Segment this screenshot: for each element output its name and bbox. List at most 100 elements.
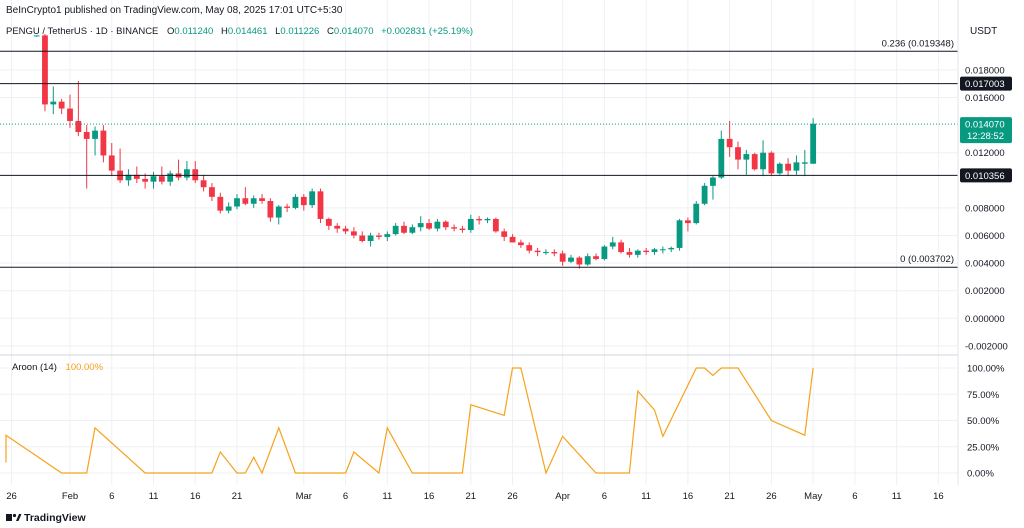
- candle: [659, 246, 666, 254]
- candle: [584, 253, 591, 266]
- candle-body: [801, 162, 808, 164]
- candle: [359, 231, 366, 243]
- candle: [267, 198, 274, 222]
- candle-body: [710, 177, 716, 186]
- low-label: L: [275, 26, 280, 37]
- grid-lines: [0, 0, 958, 485]
- ohlc-legend: PENGU / TetherUS · 1D · BINANCE O0.01124…: [6, 26, 473, 37]
- candle-body: [718, 138, 725, 178]
- candle: [367, 232, 374, 247]
- candle-body: [434, 221, 441, 229]
- candle: [685, 217, 691, 232]
- candle: [484, 217, 491, 224]
- currency-label: USDT: [970, 26, 997, 37]
- change-value: +0.002831 (+25.19%): [381, 26, 473, 37]
- aroon-line: [5, 367, 814, 475]
- countdown-label: 12:28:52: [967, 131, 1004, 142]
- candle-body: [668, 247, 675, 250]
- candle-body: [743, 154, 750, 160]
- candle-body: [292, 196, 299, 208]
- candle-body: [751, 154, 758, 170]
- candle: [217, 192, 224, 214]
- candle-body: [342, 228, 349, 232]
- candle-body: [810, 123, 817, 164]
- candle: [150, 172, 157, 189]
- aroon-value: 100.00%: [66, 362, 104, 373]
- price-tick-label: 0.016000: [965, 93, 1005, 104]
- candle: [83, 125, 90, 189]
- candle: [209, 183, 215, 201]
- time-axis: 26 Feb 6 11 16 21 Mar 6 11 16 21 26 Apr 6 11 16 21 26 May 6…: [6, 491, 943, 502]
- candle-body: [267, 201, 274, 218]
- candle: [351, 227, 357, 239]
- candle-body: [125, 174, 132, 181]
- candle: [543, 249, 549, 255]
- last-price-tag: [960, 117, 1012, 144]
- candle-body: [426, 223, 432, 229]
- time-tick-label: May: [804, 491, 822, 502]
- candle: [300, 194, 307, 211]
- time-tick-label: 11: [382, 491, 392, 502]
- candle: [626, 247, 633, 258]
- open-label: O: [167, 26, 174, 37]
- level-tag: [960, 76, 1012, 91]
- candle: [651, 247, 658, 255]
- candle-body: [568, 257, 574, 262]
- candle: [776, 162, 783, 175]
- candle-body: [526, 245, 533, 251]
- high-label: H: [221, 26, 228, 37]
- candle-body: [518, 242, 524, 246]
- candle: [417, 216, 424, 232]
- candle-body: [501, 231, 508, 237]
- candle-body: [158, 176, 165, 182]
- candle-body: [133, 174, 140, 179]
- aroon-tick-label: 0.00%: [967, 469, 994, 480]
- close-value: 0.014070: [334, 26, 374, 37]
- candle-body: [250, 198, 257, 204]
- time-tick-label: 6: [109, 491, 114, 502]
- candle: [559, 250, 566, 266]
- candle: [334, 223, 341, 233]
- brand-label: TradingView: [24, 512, 86, 524]
- candle-body: [559, 253, 566, 262]
- candle-body: [384, 234, 391, 237]
- published-label: BeInCrypto1 published on TradingView.com…: [6, 5, 343, 16]
- time-tick-label: 6: [852, 491, 857, 502]
- candle: [167, 170, 174, 186]
- candle: [275, 205, 282, 225]
- candle-body: [609, 242, 616, 247]
- candle: [325, 217, 332, 230]
- candle: [284, 203, 290, 213]
- candle: [42, 34, 48, 112]
- candle-body: [317, 191, 324, 219]
- candle-body: [634, 250, 641, 255]
- candle: [726, 120, 733, 157]
- candle: [676, 218, 683, 251]
- candle-body: [551, 252, 558, 254]
- level-label: 0.236 (0.019348): [882, 38, 954, 49]
- candle: [50, 86, 57, 115]
- candle-body: [509, 236, 516, 243]
- time-tick-label: 16: [933, 491, 944, 502]
- candle: [467, 214, 474, 233]
- candle-body: [217, 196, 224, 211]
- candle: [793, 155, 800, 175]
- level-tag: [960, 168, 1012, 183]
- candle: [768, 151, 775, 177]
- candle-body: [626, 252, 633, 255]
- aroon-tick-label: 100.00%: [967, 364, 1005, 375]
- candle-body: [376, 235, 382, 237]
- candle-body: [451, 227, 457, 229]
- candle: [234, 194, 240, 210]
- candle: [175, 159, 182, 181]
- candle: [693, 201, 700, 225]
- candle: [225, 202, 232, 214]
- candle-body: [284, 206, 290, 208]
- time-tick-label: 16: [424, 491, 435, 502]
- close-label: C: [327, 26, 334, 37]
- candle: [75, 80, 82, 137]
- price-tick-label: 0.018000: [965, 65, 1005, 76]
- candle: [384, 231, 391, 242]
- candle-body: [33, 35, 40, 37]
- candle: [634, 249, 641, 258]
